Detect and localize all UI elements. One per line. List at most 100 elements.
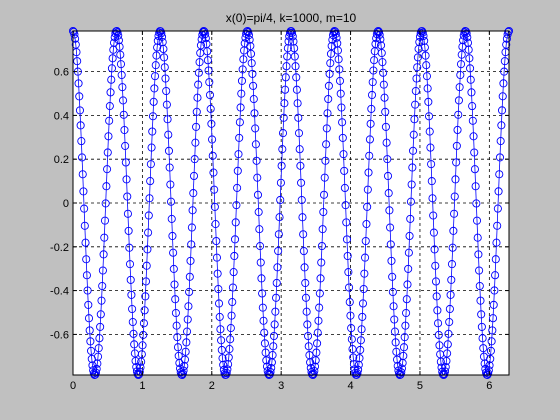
data-point	[119, 110, 128, 119]
data-point	[469, 132, 478, 141]
data-point	[97, 296, 106, 305]
data-point	[121, 141, 130, 150]
data-point	[497, 106, 507, 115]
data-point	[143, 245, 152, 254]
data-point	[281, 85, 290, 94]
data-point	[474, 250, 483, 259]
data-point	[178, 369, 187, 378]
data-point	[456, 70, 465, 80]
data-point	[313, 328, 322, 337]
data-point	[346, 311, 355, 320]
data-point	[443, 349, 452, 358]
data-point	[447, 260, 457, 269]
data-point	[418, 28, 427, 37]
data-point	[75, 92, 84, 101]
data-point	[249, 95, 258, 104]
data-point	[124, 226, 133, 235]
data-point	[292, 85, 301, 94]
data-point	[447, 275, 456, 284]
data-point	[463, 33, 472, 42]
data-point	[290, 44, 299, 53]
data-point	[84, 300, 93, 309]
data-point	[404, 264, 413, 273]
data-point	[79, 187, 88, 196]
data-point	[190, 155, 199, 164]
data-point	[393, 361, 402, 371]
data-point	[484, 369, 493, 378]
data-point	[354, 360, 363, 369]
data-point	[102, 182, 111, 191]
data-point	[441, 362, 450, 372]
data-point	[100, 233, 109, 242]
data-point	[411, 100, 420, 109]
data-point	[236, 103, 245, 112]
y-tick-label: 0.6	[54, 67, 69, 79]
data-point	[226, 324, 235, 333]
data-point	[250, 109, 259, 118]
data-point	[284, 37, 293, 46]
data-point	[77, 153, 87, 162]
data-point	[237, 76, 247, 85]
data-point	[215, 312, 224, 321]
data-point	[173, 343, 183, 352]
data-point	[277, 161, 286, 170]
data-point	[422, 72, 432, 81]
data-point	[316, 274, 325, 283]
data-point	[76, 121, 85, 130]
data-point	[214, 299, 224, 308]
y-tick-label: 0	[63, 198, 69, 210]
data-point	[95, 334, 104, 343]
data-point	[278, 129, 288, 138]
data-point	[468, 102, 477, 111]
data-point	[162, 86, 171, 96]
data-point	[208, 151, 217, 160]
data-point	[82, 271, 91, 280]
data-point	[93, 352, 103, 361]
data-point	[426, 143, 435, 152]
data-point	[338, 133, 347, 142]
data-point	[471, 182, 480, 191]
data-point	[306, 358, 315, 367]
data-point	[291, 62, 300, 71]
y-tick-label: -0.2	[50, 242, 69, 254]
data-point	[361, 236, 370, 246]
data-point	[258, 303, 267, 312]
data-point	[203, 47, 212, 56]
data-point	[430, 245, 439, 254]
data-point	[399, 351, 408, 360]
data-point	[223, 365, 232, 374]
data-point	[164, 146, 174, 155]
data-point	[209, 168, 218, 177]
data-point	[235, 133, 244, 142]
data-point	[114, 31, 123, 40]
data-point	[322, 124, 331, 133]
data-point	[445, 304, 454, 314]
data-point	[203, 56, 212, 65]
data-point	[73, 57, 82, 66]
data-point	[144, 211, 153, 220]
data-point	[187, 240, 196, 249]
data-point	[367, 90, 377, 100]
data-point	[342, 235, 352, 244]
data-point	[191, 138, 200, 147]
data-point	[357, 325, 366, 334]
data-point	[170, 280, 179, 289]
data-point	[366, 119, 375, 128]
data-point	[189, 171, 199, 181]
data-point	[397, 364, 406, 373]
data-point	[500, 57, 509, 66]
data-point	[339, 150, 348, 159]
data-point	[502, 40, 511, 49]
data-point	[331, 29, 340, 38]
data-point	[77, 137, 86, 146]
data-point	[428, 194, 437, 203]
data-point	[271, 293, 281, 302]
data-point	[319, 190, 329, 199]
data-point	[419, 31, 428, 41]
data-point	[85, 326, 94, 335]
y-tick-label: -0.6	[50, 329, 69, 341]
data-point	[412, 74, 421, 83]
data-point	[312, 348, 321, 357]
data-point	[449, 226, 458, 235]
data-point	[392, 347, 401, 356]
